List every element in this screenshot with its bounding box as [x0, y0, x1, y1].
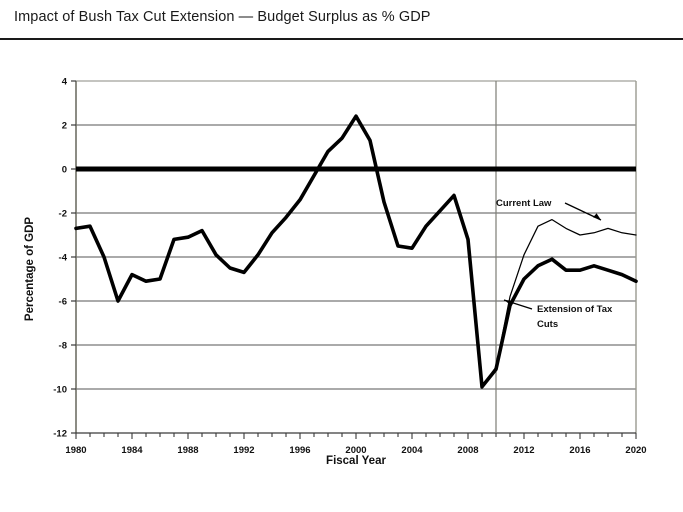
- x-tick-label: 2016: [569, 445, 590, 456]
- y-tick-label: -6: [59, 297, 67, 308]
- y-tick-label: 2: [62, 121, 67, 132]
- x-axis-title: Fiscal Year: [326, 455, 386, 467]
- x-tick-label: 1980: [65, 445, 86, 456]
- extension-label-line2: Cuts: [537, 319, 558, 330]
- y-tick-label: -10: [53, 385, 67, 396]
- y-tick-label: -12: [53, 429, 67, 440]
- y-tick-label: 4: [62, 77, 68, 88]
- chart-canvas: 1980 1984 1988 1992 1996 2000 2004 2008 2012 2016…: [0, 44, 683, 512]
- current-law-label: Current Law: [496, 198, 552, 209]
- extension-annotation: Extension of Tax Cuts: [503, 299, 613, 330]
- x-axis-ticks: [75, 433, 637, 439]
- x-tick-label: 1988: [177, 445, 198, 456]
- budget-surplus-line-chart: 1980 1984 1988 1992 1996 2000 2004 2008 2012 2016…: [0, 44, 683, 512]
- page-title: Impact of Bush Tax Cut Extension — Budge…: [14, 9, 431, 25]
- extension-arrow-head: [504, 300, 513, 305]
- y-tick-label: -8: [59, 341, 67, 352]
- x-tick-label: 2020: [625, 445, 646, 456]
- x-tick-label: 2004: [401, 445, 423, 456]
- y-axis-tick-labels: 4 2 0 -2 -4 -6 -8 -10 -12: [53, 77, 67, 440]
- y-axis-ticks: [71, 80, 76, 434]
- data-series-group: [74, 114, 638, 389]
- x-tick-label: 1984: [121, 445, 143, 456]
- chart-annotations: Current Law Extension of Tax Cuts: [496, 198, 613, 330]
- y-axis-title: Percentage of GDP: [24, 217, 36, 321]
- x-tick-label: 1992: [233, 445, 254, 456]
- x-tick-label: 2012: [513, 445, 534, 456]
- x-tick-label: 2000: [345, 445, 366, 456]
- x-axis-tick-labels: 1980 1984 1988 1992 1996 2000 2004 2008 2012 2016…: [65, 445, 646, 456]
- y-tick-label: 0: [62, 165, 67, 176]
- y-tick-label: -2: [59, 209, 67, 220]
- series-line: [481, 218, 637, 388]
- y-tick-label: -4: [59, 253, 68, 264]
- series-line: [74, 114, 638, 389]
- chart-background: [0, 44, 683, 512]
- header-divider: [0, 38, 683, 40]
- current-law-annotation: Current Law: [496, 198, 602, 221]
- x-tick-label: 2008: [457, 445, 478, 456]
- current-law-arrow-head: [593, 213, 601, 220]
- x-tick-label: 1996: [289, 445, 310, 456]
- extension-label-line1: Extension of Tax: [537, 304, 613, 315]
